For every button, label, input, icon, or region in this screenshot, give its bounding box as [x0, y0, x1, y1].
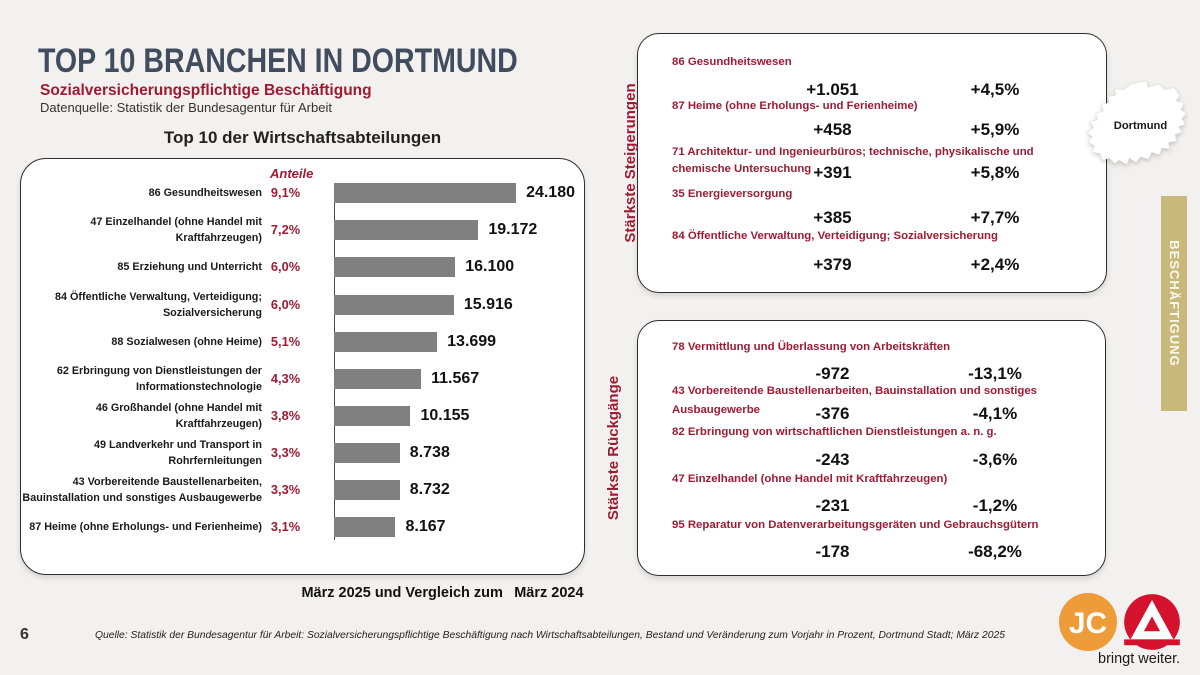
svg-text:Dortmund: Dortmund [1114, 120, 1168, 132]
svg-text:JC: JC [1069, 607, 1107, 640]
